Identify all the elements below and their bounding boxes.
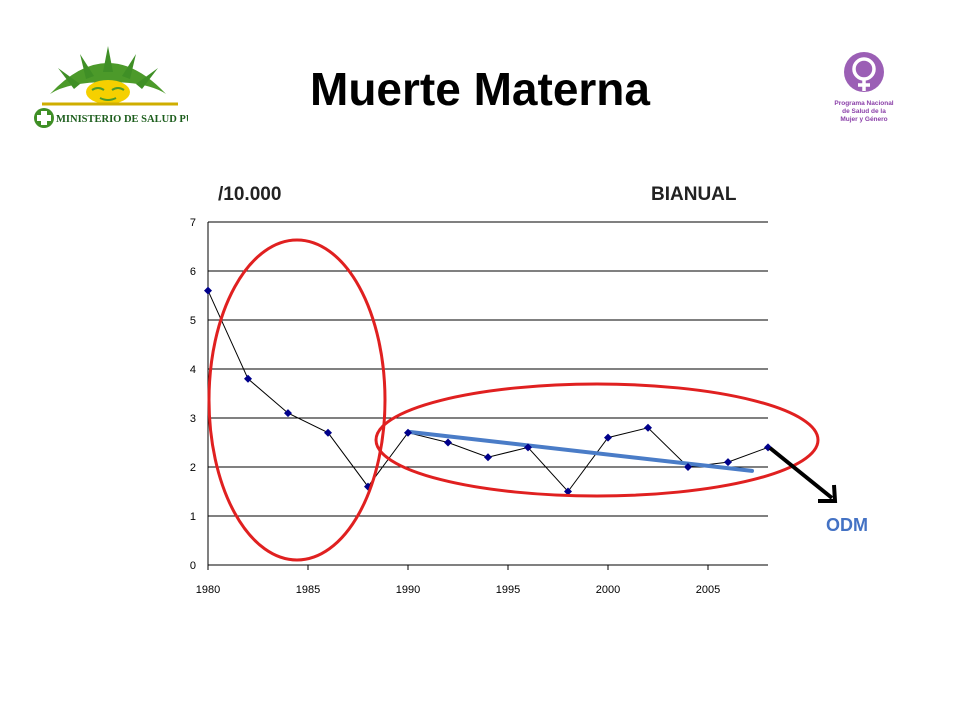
- data-point: [204, 286, 212, 295]
- x-tick-label: 2005: [696, 584, 720, 596]
- y-tick-label: 3: [190, 413, 196, 425]
- highlight-ellipse-late: [374, 382, 820, 498]
- health-cross-icon: [34, 108, 54, 128]
- highlight-ellipse-early: [207, 238, 387, 562]
- ministerio-text: MINISTERIO DE SALUD PÚBLICA: [56, 113, 188, 125]
- page-title: Muerte Materna: [310, 63, 650, 115]
- x-tick-label: 1990: [396, 584, 420, 596]
- y-tick-label: 0: [190, 560, 196, 572]
- data-point: [724, 458, 732, 467]
- y-tick-label: 6: [190, 266, 196, 278]
- female-symbol-icon: [844, 52, 884, 92]
- odm-arrow-shaft: [768, 446, 834, 500]
- programa-mujer-logo: Programa Nacional de Salud de la Mujer y…: [828, 48, 900, 132]
- period-label: BIANUAL: [651, 184, 737, 205]
- y-tick-label: 7: [190, 217, 196, 229]
- y-tick-label: 2: [190, 462, 196, 474]
- odm-label: ODM: [826, 515, 868, 535]
- unit-label: /10.000: [218, 184, 282, 205]
- data-point: [404, 428, 412, 437]
- x-tick-label: 2000: [596, 584, 620, 596]
- data-point: [564, 487, 572, 496]
- odm-arrow-head: [818, 484, 838, 503]
- data-point: [284, 409, 292, 418]
- ministerio-salud-logo: MINISTERIO DE SALUD PÚBLICA: [28, 42, 227, 138]
- x-tick-label: 1985: [296, 584, 320, 596]
- data-point: [644, 423, 652, 432]
- data-point: [324, 428, 332, 437]
- y-tick-label: 1: [190, 511, 196, 523]
- uruguay-sun-icon: [42, 46, 178, 106]
- x-tick-label: 1995: [496, 584, 520, 596]
- programa-line-2: de Salud de la: [842, 108, 886, 115]
- data-point: [484, 453, 492, 462]
- data-point: [604, 433, 612, 442]
- y-tick-label: 4: [190, 364, 196, 376]
- data-point: [684, 463, 692, 471]
- y-tick-label: 5: [190, 315, 196, 327]
- data-point: [444, 438, 452, 447]
- data-point: [244, 374, 252, 383]
- data-point: [524, 443, 532, 452]
- x-tick-label: 1980: [196, 584, 220, 596]
- trend-line: [406, 429, 754, 473]
- programa-line-3: Mujer y Género: [840, 116, 887, 123]
- programa-line-1: Programa Nacional: [834, 100, 893, 107]
